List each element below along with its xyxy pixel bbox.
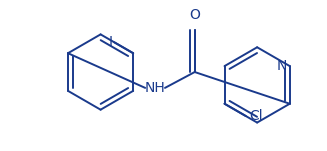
Text: I: I [108, 35, 112, 49]
Text: O: O [189, 8, 200, 22]
Text: NH: NH [145, 81, 165, 95]
Text: Cl: Cl [249, 109, 263, 123]
Text: N: N [276, 59, 287, 73]
